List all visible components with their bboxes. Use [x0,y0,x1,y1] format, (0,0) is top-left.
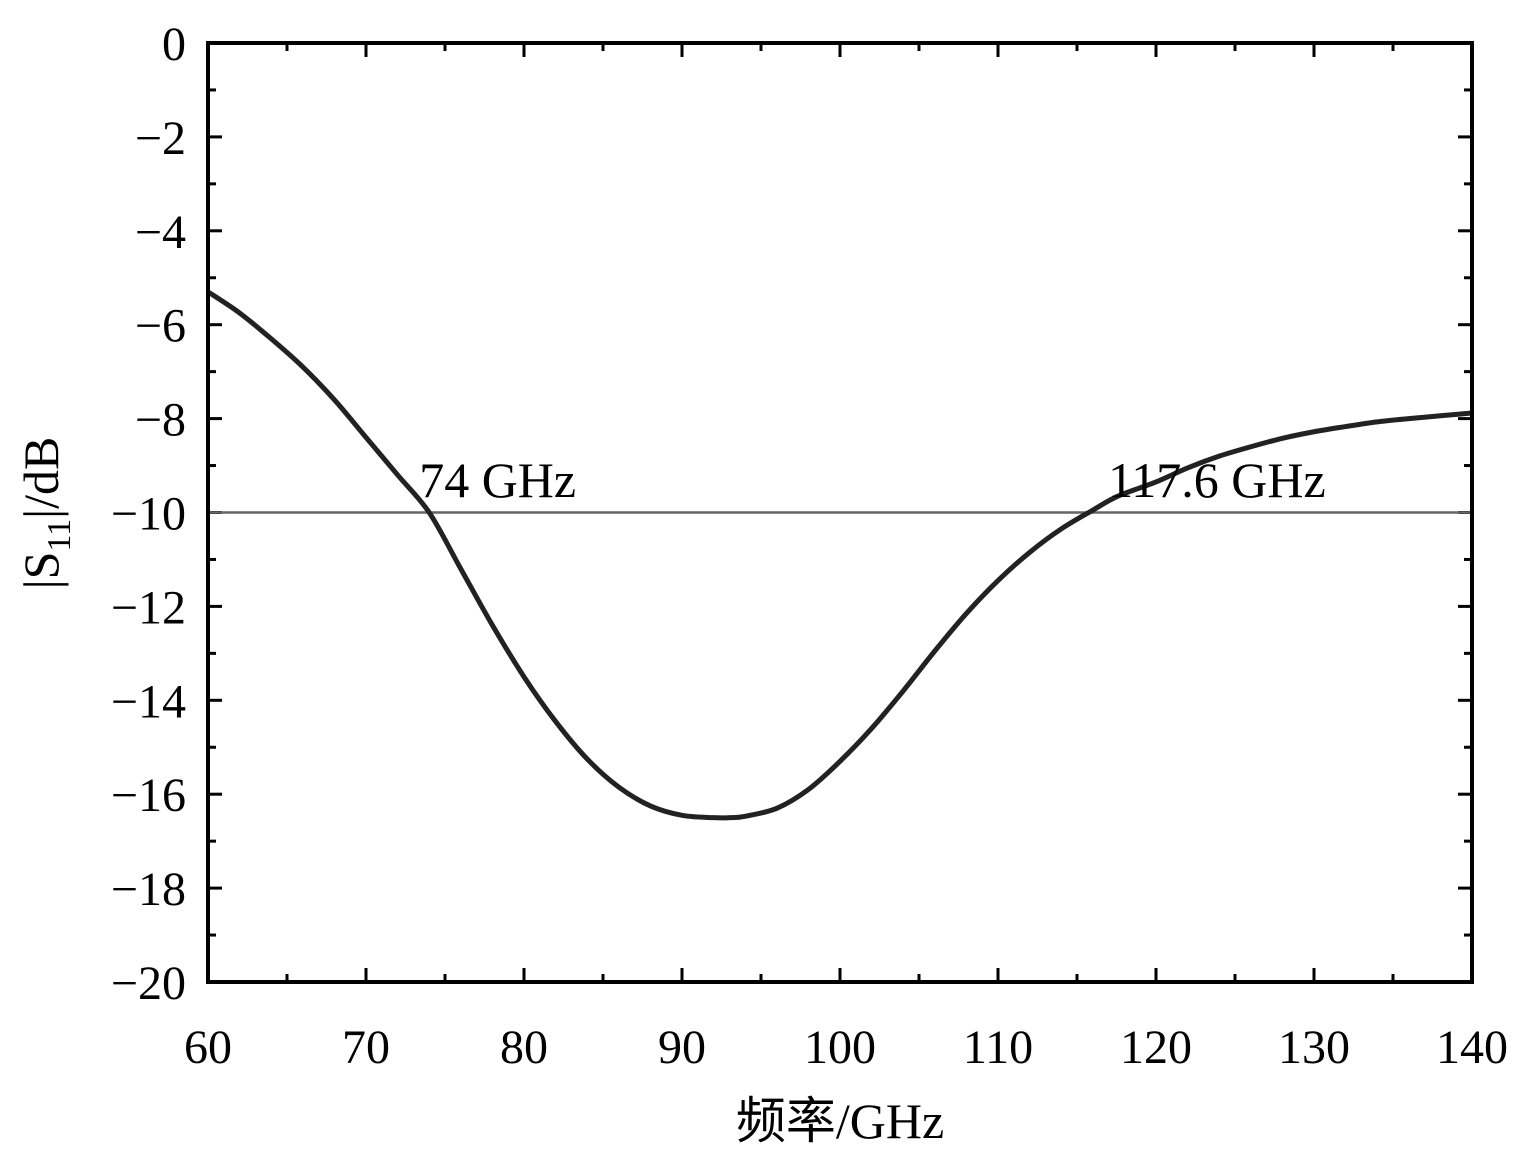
x-tick-label: 100 [804,1021,876,1074]
x-tick-labels: 60 70 80 90 100 110 120 130 140 [184,1021,1508,1074]
y-axis-title-tail: |/dB [13,437,69,519]
y-axis-title-main: |S [13,552,69,590]
y-tick-label: −2 [135,112,186,165]
y-axis-title: |S11|/dB [13,437,78,590]
y-tick-label: −6 [135,300,186,353]
y-tick-labels: 0 −2 −4 −6 −8 −10 −12 −14 −16 −18 −20 [111,18,186,1010]
plot-frame [206,41,1474,984]
annotation-label: 74 GHz [419,452,576,508]
x-tick-label: 80 [500,1021,548,1074]
s11-curve [206,289,1473,821]
y-tick-label: −8 [135,394,186,447]
x-axis-title: 频率/GHz [736,1093,944,1149]
x-tick-label: 130 [1278,1021,1350,1074]
y-tick-label: −16 [111,769,186,822]
x-tick-label: 120 [1120,1021,1192,1074]
y-tick-label: −10 [111,488,186,541]
y-tick-label: 0 [162,18,186,71]
y-tick-label: −4 [135,206,186,259]
y-tick-label: −20 [111,957,186,1010]
y-axis-title-subscript: 11 [41,519,78,552]
annotation-label: 117.6 GHz [1108,452,1326,508]
x-tick-label: 140 [1436,1021,1508,1074]
y-tick-label: −18 [111,863,186,916]
x-tick-label: 70 [342,1021,390,1074]
x-tick-label: 60 [184,1021,232,1074]
x-tick-label: 90 [658,1021,706,1074]
annotations: 74 GHz 117.6 GHz [419,452,1325,508]
y-tick-label: −12 [111,581,186,634]
y-tick-label: −14 [111,675,186,728]
x-tick-label: 110 [963,1021,1033,1074]
